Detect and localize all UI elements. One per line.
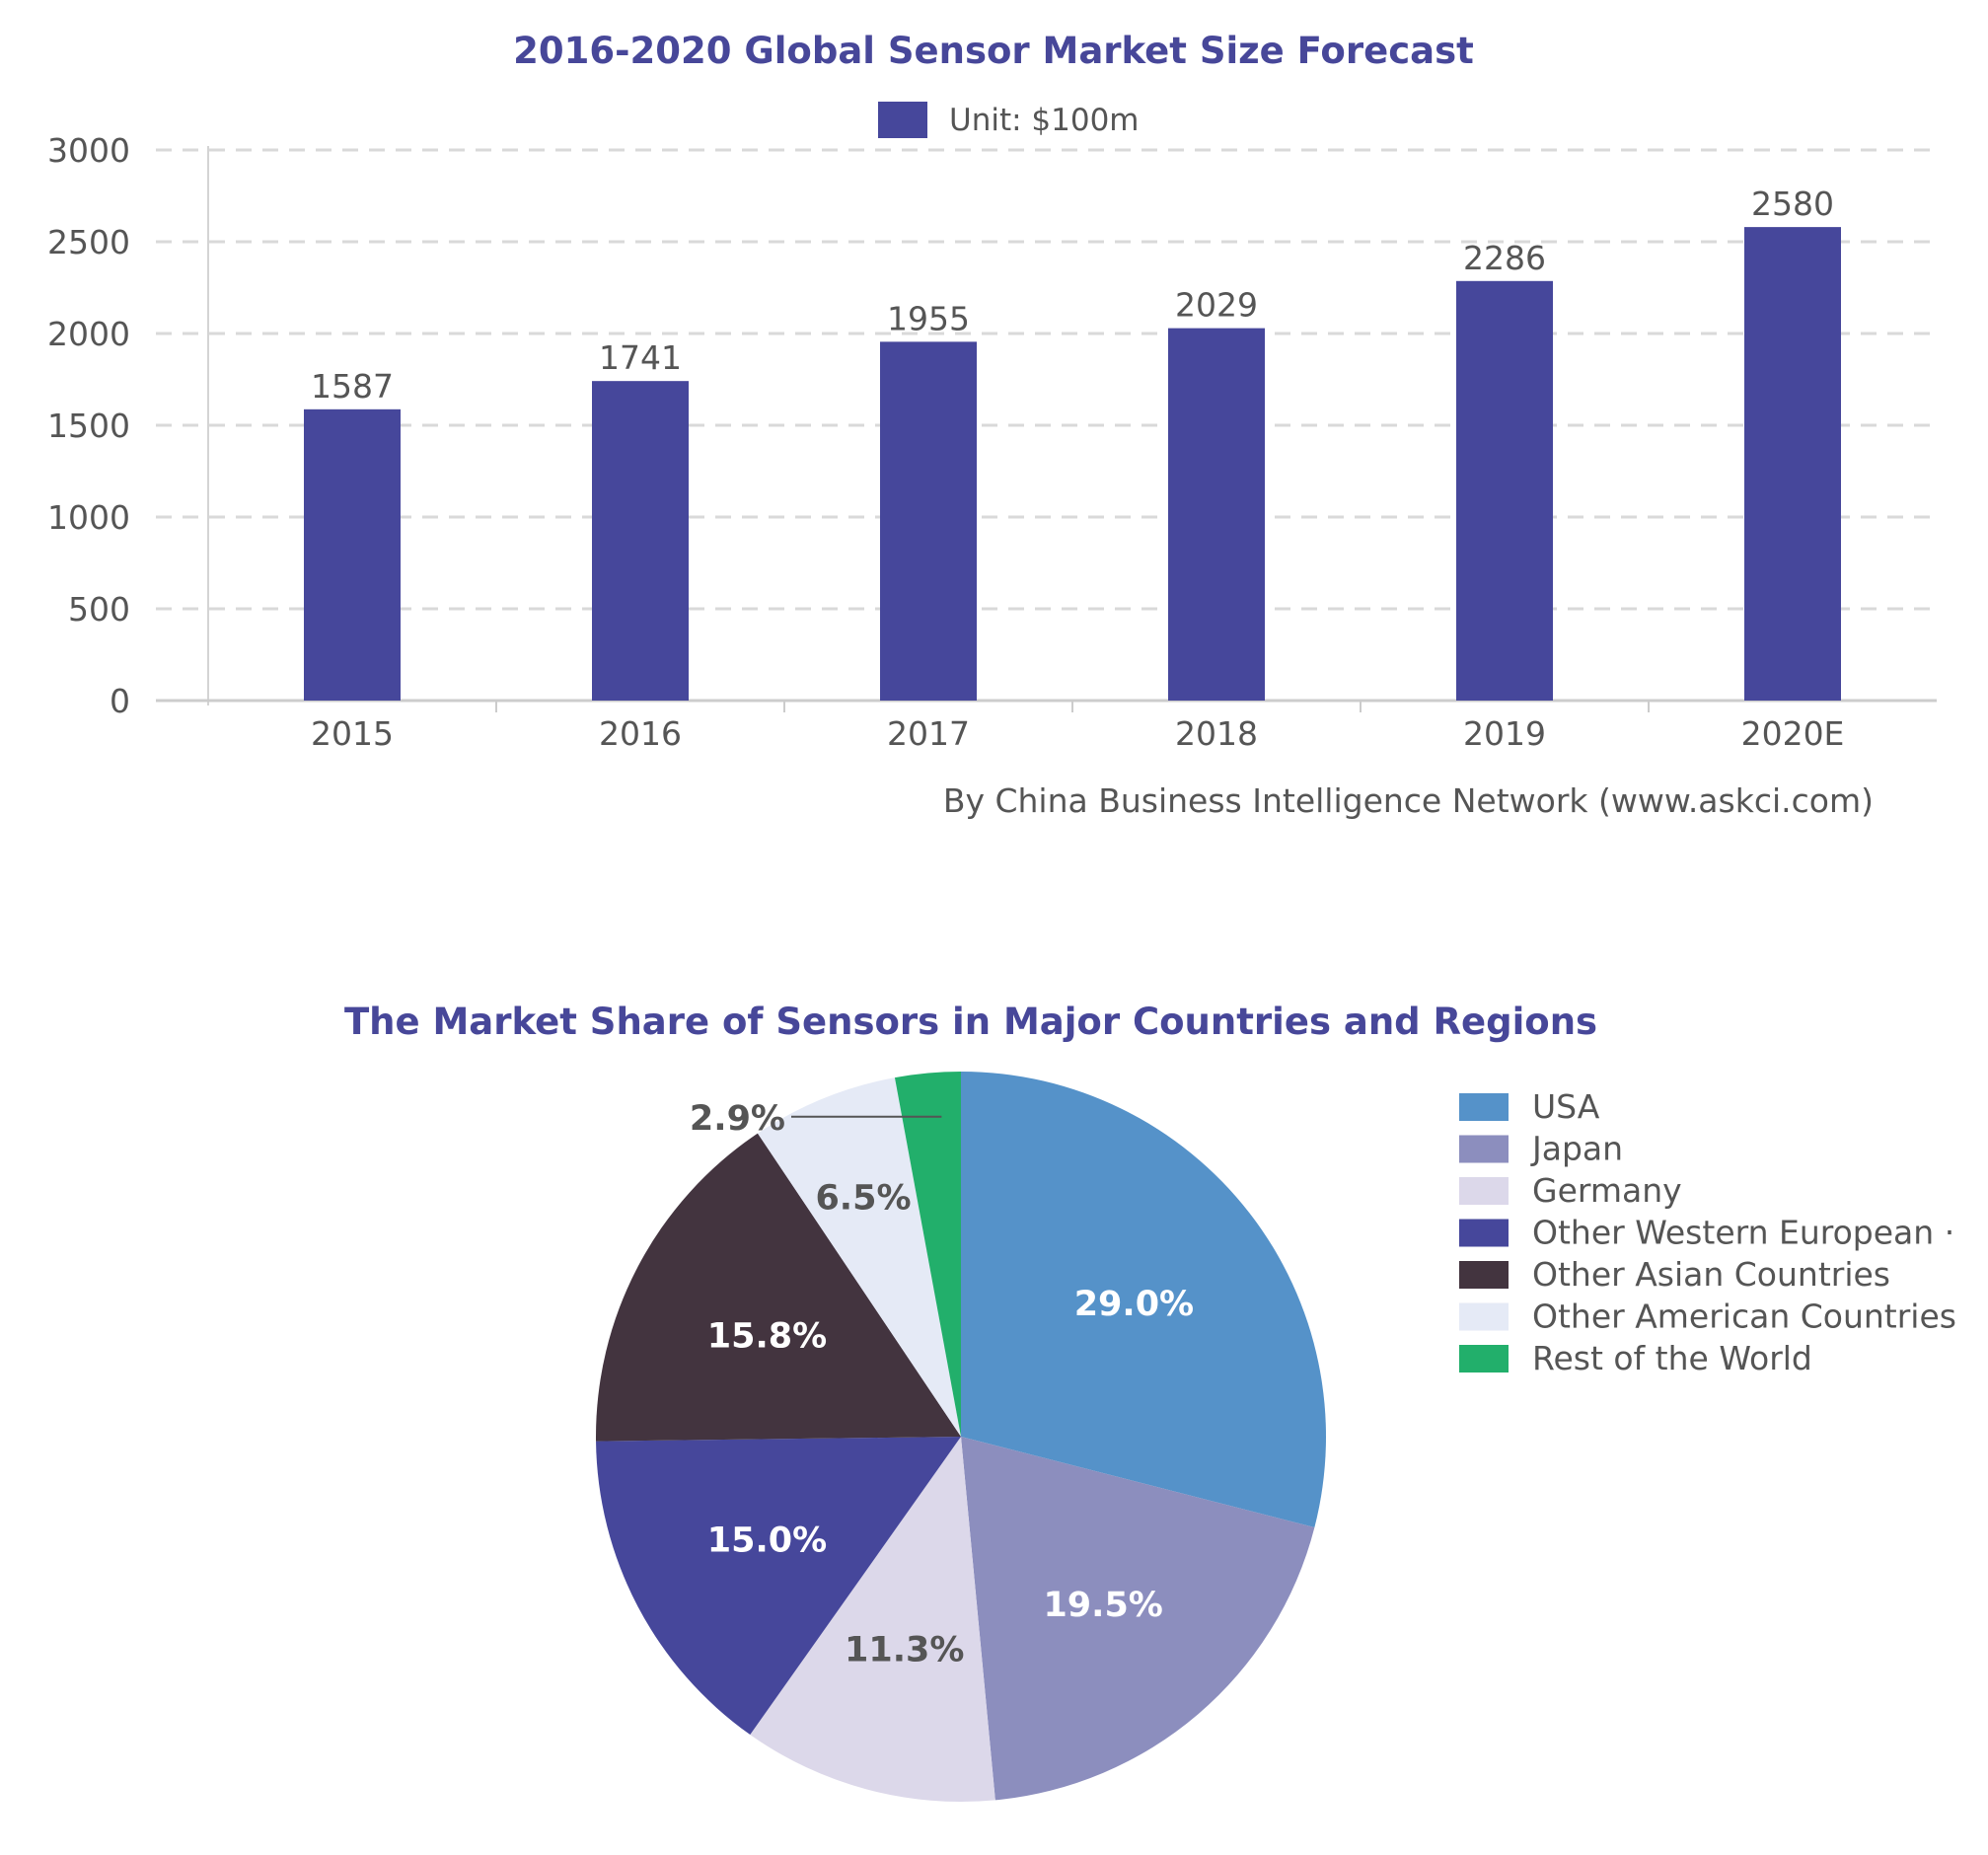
bar-x-tick-label: 2015 [311,714,394,753]
pie-data-label: 19.5% [1043,1586,1162,1625]
bar-data-label: 1741 [599,338,682,377]
source-note: By China Business Intelligence Network (… [943,781,1874,820]
pie-slice-germany [750,1437,995,1802]
pie-slice-japan [961,1437,1315,1801]
bar-data-label: 1587 [311,367,394,406]
pie-legend-swatch [1459,1093,1509,1121]
pie-slice-other-western-european [596,1437,961,1736]
pie-legend-swatch [1459,1302,1509,1331]
bar-2016 [592,381,689,701]
pie-legend-label: Germany [1532,1171,1682,1210]
bar-2020E [1744,227,1841,701]
bar-legend-label: Unit: $100m [949,103,1140,138]
pie-chart-title: The Market Share of Sensors in Major Cou… [344,1001,1597,1043]
pie-data-label: 2.9% [690,1099,785,1139]
bar-x-tick-label: 2016 [599,714,682,753]
bar-marks: 1587 1741 1955 2029 2286 2580 [304,185,1841,701]
bar-x-tick-label: 2017 [887,714,970,753]
pie-data-label: 11.3% [845,1630,964,1670]
bar-grid [156,148,1937,611]
pie-legend-label: Other American Countries [1532,1298,1956,1336]
pie-legend-swatch [1459,1177,1509,1205]
bar-y-tick-label: 2000 [47,315,130,353]
bar-2019 [1456,280,1553,701]
pie-legend-label: USA [1532,1087,1600,1126]
bar-y-tick-label: 0 [110,682,130,720]
pie-slice-other-american-countries [757,1077,961,1437]
pie-data-label: 6.5% [815,1179,911,1219]
bar-y-tick-label: 2500 [47,223,130,261]
pie-legend-swatch [1459,1219,1509,1247]
pie-legend-swatch [1459,1345,1509,1373]
bar-data-label: 1955 [887,299,970,337]
pie-legend-label: Other Western European · [1532,1214,1954,1252]
bar-chart: 2016-2020 Global Sensor Market Size Fore… [47,30,1937,820]
bar-y-tick-label: 3000 [47,131,130,170]
pie-legend-label: Other Asian Countries [1532,1255,1890,1294]
pie-slice-other-asian-countries [596,1133,961,1442]
pie-slices [596,1072,1326,1802]
bar-x-tick-label: 2020E [1741,714,1845,753]
bar-legend-swatch [878,102,927,138]
pie-legend-label: Rest of the World [1532,1339,1812,1377]
pie-slice-usa [961,1072,1326,1528]
bar-data-label: 2286 [1463,239,1546,277]
bar-y-axis-ticks: 0 500 1000 1500 2000 2500 3000 [47,131,130,720]
pie-legend-label: Japan [1530,1130,1623,1168]
pie-legend-swatch [1459,1135,1509,1163]
pie-data-label: 29.0% [1074,1285,1194,1324]
pie-chart: The Market Share of Sensors in Major Cou… [344,1001,1956,1802]
bar-data-label: 2029 [1175,286,1258,325]
pie-legend-swatch [1459,1261,1509,1289]
bar-data-label: 2580 [1751,185,1834,223]
bar-y-tick-label: 500 [68,590,130,629]
bar-legend: Unit: $100m [878,102,1140,138]
bar-x-axis-ticks: 2015 2016 2017 2018 2019 2020E [311,701,1844,753]
bar-x-tick-label: 2018 [1175,714,1258,753]
bar-chart-title: 2016-2020 Global Sensor Market Size Fore… [513,30,1474,72]
pie-data-label: 15.8% [707,1317,827,1357]
bar-2018 [1168,328,1265,701]
bar-x-tick-label: 2019 [1463,714,1546,753]
bar-y-tick-label: 1000 [47,498,130,537]
pie-data-label: 15.0% [707,1521,827,1560]
pie-data-labels: 29.0% 19.5% 11.3% 15.0% 15.8% 6.5% 2.9% [690,1099,1194,1670]
bar-2015 [304,408,401,701]
bar-y-tick-label: 1500 [47,407,130,445]
bar-2017 [880,341,977,701]
pie-slice-rest-of-the-world [894,1072,961,1437]
